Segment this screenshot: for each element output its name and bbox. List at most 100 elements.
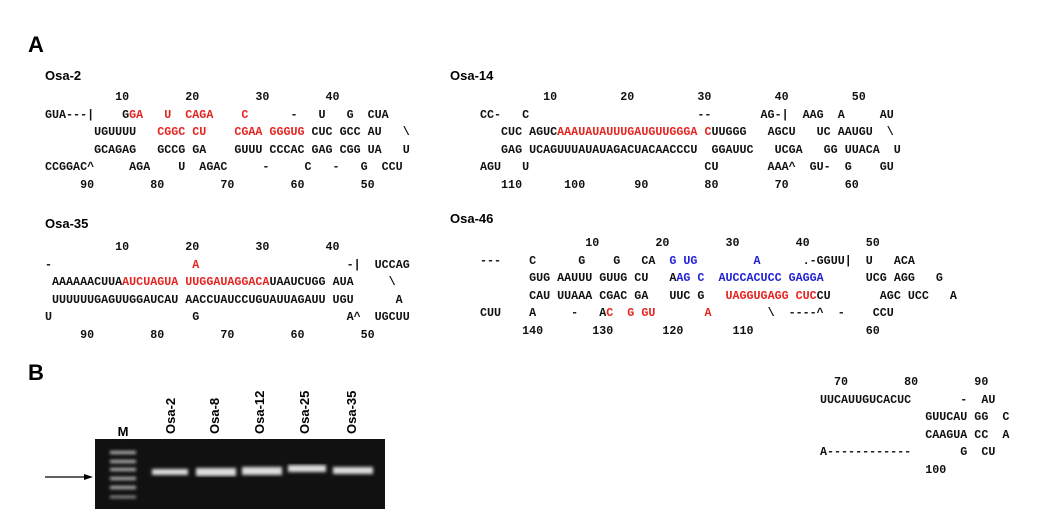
sequence-segment: CAU UUAAA CGAC GA UUC G: [480, 288, 726, 303]
sequence-segment: 10 20 30 40: [45, 240, 340, 254]
rna-line: 90 80 70 60 50: [45, 327, 410, 345]
sequence-segment: CUC GCC AU \: [304, 125, 410, 140]
arrow-head: [84, 474, 93, 480]
sequence-segment: GAG UCAGUUUAUAUAGACUACAACCCU GGAUUC UCGA…: [480, 142, 901, 157]
sequence-segment: GUUCAU GG C: [820, 410, 1010, 425]
sequence-segment: -: [45, 257, 193, 272]
rna-line: CAAGUA CC A: [820, 427, 1009, 445]
panel-label: A: [28, 32, 44, 57]
rna-structure: 10 20 30 40 GUA---| GGA U CAGA C - U G CU…: [45, 89, 410, 195]
sequence-segment: 70 80 90: [820, 375, 989, 389]
sequence-segment: \ ----^ - CCU: [711, 306, 894, 321]
rna-line: 90 80 70 60 50: [45, 177, 410, 195]
sequence-segment: UAAUCUGG AUA \: [269, 275, 396, 290]
rna-line: 10 20 30 40: [45, 89, 410, 107]
rna-line: 10 20 30 40 50: [480, 235, 957, 253]
rna-line: CC- C -- AG-| AAG A AU: [480, 107, 901, 125]
structure-name: Osa-35: [45, 216, 89, 231]
structure-name: Osa-2: [45, 68, 82, 83]
sequence-segment: GUA---| G: [45, 107, 130, 122]
rna-line: CAU UUAAA CGAC GA UUC G UAGGUGAGG CUCCU …: [480, 288, 957, 306]
sequence-segment: --- C G G CA: [480, 253, 670, 268]
rna-line: --- C G G CA G UG A .-GGUU| U ACA: [480, 253, 957, 271]
rna-line: 10 20 30 40 50: [480, 89, 901, 107]
rna-line: 110 100 90 80 70 60: [480, 177, 901, 195]
rna-line: GUG AAUUU GUUG CU AAG C AUCCACUCC GAGGA …: [480, 270, 957, 288]
rna-line: GCAGAG GCCG GA GUUU CCCAC GAG CGG UA U: [45, 142, 410, 160]
rna-line: GUUCAU GG C: [820, 409, 1009, 427]
sequence-segment: CAAGUA CC A: [820, 427, 1010, 442]
rna-line: AGU U CU AAA^ GU- G GU: [480, 159, 901, 177]
rna-line: GUA---| GGA U CAGA C - U G CUA: [45, 107, 410, 125]
sequence-segment: AGU U CU AAA^ GU- G GU: [480, 160, 894, 175]
lane-label: Osa-2: [163, 398, 178, 434]
sequence-segment: G UG A: [669, 253, 761, 268]
sequence-segment: 110 100 90 80 70 60: [480, 177, 859, 192]
rna-structure: 10 20 30 40 50 --- C G G CA G UG A .-GGUU…: [480, 235, 957, 341]
sequence-segment: GCAGAG GCCG GA GUUU CCCAC GAG CGG UA U: [45, 142, 410, 157]
sequence-segment: CGGC CU CGAA GGGUG: [157, 125, 305, 140]
sequence-segment: AUCUAGUA UUGGAUAGGACA: [122, 275, 270, 290]
sequence-segment: AAAUAUAUUUGAUGUUGGGA C: [557, 125, 712, 140]
sequence-segment: UUCAUUGUCACUC - AU: [820, 392, 996, 407]
sequence-segment: -| UCCAG: [199, 257, 410, 272]
sequence-segment: UCG AGG G: [823, 271, 943, 286]
rna-line: AAAAAACUUAAUCUAGUA UUGGAUAGGACAUAAUCUGG …: [45, 274, 410, 292]
lane-label: Osa-35: [344, 391, 359, 434]
sequence-segment: 10 20 30 40 50: [480, 236, 880, 250]
sequence-segment: UUGGG AGCU UC AAUGU \: [711, 125, 894, 140]
structure-name: Osa-14: [450, 68, 494, 83]
rna-line: 140 130 120 110 60: [480, 323, 957, 341]
structure-name: Osa-46: [450, 211, 494, 226]
rna-line: 70 80 90: [820, 374, 1009, 392]
rna-line: CCGGAC^ AGA U AGAC - C - G CCU: [45, 159, 410, 177]
rna-line: UUCAUUGUCACUC - AU: [820, 392, 1009, 410]
rna-line: 10 20 30 40: [45, 239, 410, 257]
rna-structure: 10 20 30 40 50 CC- C -- AG-| AAG A AU CUC…: [480, 89, 901, 195]
rna-structure: 70 80 90 UUCAUUGUCACUC - AU GUUCAU GG C C…: [820, 374, 1009, 480]
sequence-segment: CCGGAC^ AGA U AGAC - C - G CCU: [45, 160, 403, 175]
sequence-segment: CC- C -- AG-| AAG A AU: [480, 107, 894, 122]
sequence-segment: U G A^ UGCUU: [45, 310, 410, 325]
rna-line: UGUUUU CGGC CU CGAA GGGUG CUC GCC AU \: [45, 124, 410, 142]
sequence-segment: AG C AUCCACUCC GAGGA: [676, 271, 824, 286]
sequence-segment: GA U CAGA C: [129, 107, 249, 122]
rna-line: CUC AGUCAAAUAUAUUUGAUGUUGGGA CUUGGG AGCU…: [480, 124, 901, 142]
sequence-segment: UAGGUGAGG CUC: [725, 288, 817, 303]
sequence-segment: .-GGUU| U ACA: [760, 253, 915, 268]
sequence-segment: 100: [820, 462, 947, 477]
bands: [152, 465, 373, 476]
rna-structure: 10 20 30 40 - A -| UCCAG AAAAAACUUAAUCUAG…: [45, 239, 410, 345]
rna-line: A------------ G CU: [820, 444, 1009, 462]
ladder: [110, 451, 136, 498]
rna-line: UUUUUUGAGUUGGAUCAU AACCUAUCCUGUAUUAGAUU …: [45, 292, 410, 310]
sequence-segment: UUUUUUGAGUUGGAUCAU AACCUAUCCUGUAUUAGAUU …: [45, 292, 403, 307]
sequence-segment: 10 20 30 40 50: [480, 90, 866, 104]
sequence-segment: 10 20 30 40: [45, 90, 340, 104]
sequence-segment: GUG AAUUU GUUG CU A: [480, 271, 677, 286]
sequence-segment: AAAAAACUUA: [45, 275, 123, 290]
rna-line: GAG UCAGUUUAUAUAGACUACAACCCU GGAUUC UCGA…: [480, 142, 901, 160]
rna-line: - A -| UCCAG: [45, 257, 410, 275]
rna-line: CUU A - AC G GU A \ ----^ - CCU: [480, 305, 957, 323]
lane-label: Osa-12: [252, 391, 267, 434]
sequence-segment: - U G CUA: [248, 107, 389, 122]
panel-label: B: [28, 360, 44, 385]
rna-line: 100: [820, 462, 1009, 480]
lane-label: Osa-25: [297, 391, 312, 434]
sequence-segment: A: [192, 257, 200, 272]
sequence-segment: A------------ G CU: [820, 445, 996, 460]
sequence-segment: CU AGC UCC A: [816, 288, 957, 303]
sequence-segment: C G GU A: [606, 306, 712, 321]
sequence-segment: CUU A - A: [480, 306, 607, 321]
sequence-segment: 140 130 120 110 60: [480, 323, 880, 338]
sequence-segment: CUC AGUC: [480, 125, 558, 140]
rna-line: U G A^ UGCUU: [45, 309, 410, 327]
sequence-segment: 90 80 70 60 50: [45, 327, 375, 342]
lane-label: Osa-8: [207, 398, 222, 434]
lane-label: M: [118, 424, 129, 439]
sequence-segment: 90 80 70 60 50: [45, 177, 375, 192]
sequence-segment: UGUUUU: [45, 125, 158, 140]
